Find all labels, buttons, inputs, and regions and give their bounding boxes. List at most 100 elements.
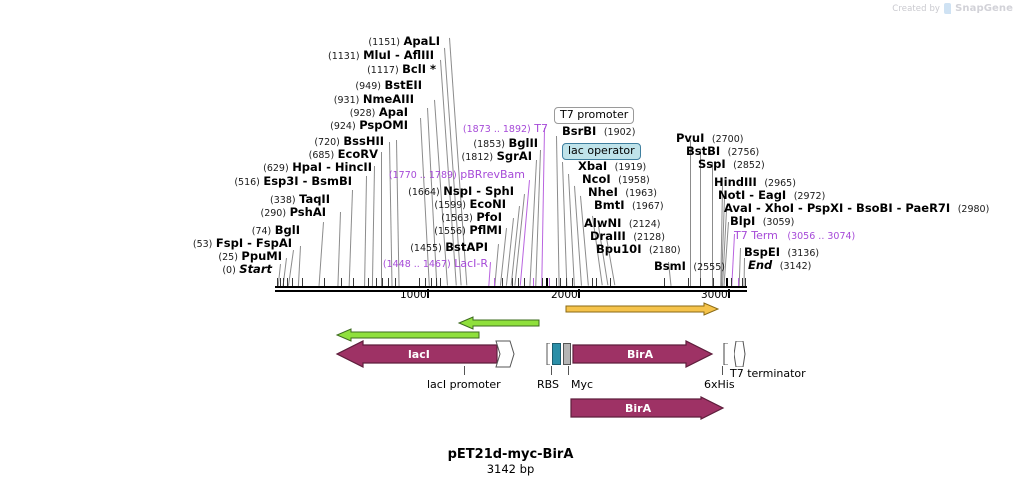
enzyme-position: (338) <box>270 195 296 206</box>
enzyme-name: TaqII <box>299 192 330 206</box>
enzyme-name: BclI * <box>402 62 436 76</box>
ruler-tick-mark <box>578 289 580 298</box>
enzyme-name: PpuMI <box>241 249 282 263</box>
enzyme-position: (3142) <box>779 261 812 272</box>
enzyme-position: (53) <box>192 239 213 250</box>
enzyme-name: ApaI <box>378 105 408 119</box>
enzyme-label: (1556) PflMI <box>326 223 502 237</box>
enzyme-name: AvaI - XhoI - PspXI - BsoBI - PaeR7I <box>724 201 951 215</box>
enzyme-label-end: End (3142) <box>748 259 812 272</box>
enzyme-label: (720) BssHII <box>160 134 384 148</box>
enzyme-name: Start <box>239 262 272 276</box>
feature-bracket-left <box>546 342 551 369</box>
enzyme-label: (928) ApaI <box>190 105 408 119</box>
enzyme-position: (1563) <box>441 213 473 224</box>
feature-box-lac-operator: lac operator <box>562 143 641 160</box>
enzyme-label: (290) PshAI <box>126 206 326 219</box>
enzyme-name: DraIII <box>590 229 626 243</box>
enzyme-label: PvuI (2700) <box>676 132 744 145</box>
enzyme-label: (949) BstEII <box>190 78 422 92</box>
enzyme-position: (720) <box>314 137 340 148</box>
feature-label-pbrrevbam: (1770 .. 1789) pBRrevBam <box>300 169 525 181</box>
enzyme-position: (2128) <box>633 232 665 243</box>
enzyme-name: BstEII <box>384 78 422 92</box>
feature-box-t7-promoter: T7 promoter <box>554 107 635 124</box>
feature-box-rbs <box>552 343 561 369</box>
enzyme-position: (1967) <box>632 201 664 212</box>
enzyme-name: PspOMI <box>359 118 408 132</box>
enzyme-position: (685) <box>308 150 335 161</box>
primer-arrow-t7 <box>565 302 720 316</box>
enzyme-name: NspI - SphI <box>443 184 514 198</box>
enzyme-position: (1812) <box>461 152 494 163</box>
feature-arrow-label: lacI <box>408 348 430 361</box>
feature-arrow-lacI <box>335 340 498 368</box>
enzyme-label: XbaI (1919) <box>578 159 646 173</box>
feature-label-myc: Myc <box>571 378 594 391</box>
feature-promoter-lacI <box>495 340 515 368</box>
plasmid-backbone-top <box>275 286 747 288</box>
ruler-tick-label: 2000 <box>551 289 578 301</box>
enzyme-label: (338) TaqII <box>130 192 330 206</box>
enzyme-label: SspI (2852) <box>698 158 765 171</box>
enzyme-position: (1664) <box>408 187 440 198</box>
feature-label-laci-r: (1448 .. 1467) LacI-R <box>300 258 488 270</box>
ruler-tick-mark <box>728 289 730 298</box>
enzyme-label: (1853) BglII <box>390 137 538 150</box>
enzyme-label: NcoI (1958) <box>582 172 650 186</box>
enzyme-label: BmtI (1967) <box>594 198 664 212</box>
enzyme-position: (74) <box>251 226 272 237</box>
enzyme-label: (74) BglI <box>110 224 300 237</box>
enzyme-name: PfoI <box>476 210 502 224</box>
enzyme-name: PflMI <box>469 223 502 237</box>
enzyme-label: (931) NmeAIII <box>174 93 414 106</box>
enzyme-label: (516) Esp3I - BsmBI <box>120 175 352 188</box>
enzyme-name: XbaI <box>578 159 608 173</box>
enzyme-position: (2965) <box>764 178 796 189</box>
enzyme-label: (1131) MluI - AflIII <box>180 49 434 62</box>
enzyme-label: BlpI (3059) <box>730 215 795 228</box>
enzyme-name: NcoI <box>582 172 611 186</box>
feature-name: pBRrevBam <box>460 168 525 181</box>
enzyme-name: ApaLI <box>403 34 441 48</box>
enzyme-label: (1599) EcoNI <box>330 198 506 211</box>
enzyme-position: (2700) <box>711 134 744 145</box>
feature-name: LacI-R <box>454 257 488 270</box>
snapgene-logo-icon <box>944 3 952 14</box>
enzyme-name: BstAPI <box>445 240 488 254</box>
enzyme-name: BsrBI <box>562 124 597 138</box>
feature-arrow-BirA <box>572 340 714 368</box>
enzyme-position: (949) <box>355 81 381 92</box>
enzyme-position: (2756) <box>727 147 760 158</box>
feature-label-6xhis: 6xHis <box>704 378 735 391</box>
enzyme-label: NheI (1963) <box>588 186 657 199</box>
enzyme-name: BspEI <box>744 245 780 259</box>
enzyme-label: BstBI (2756) <box>686 145 760 158</box>
snapgene-watermark: Created by SnapGene <box>892 3 1013 14</box>
enzyme-label: (1151) ApaLI <box>200 34 441 48</box>
enzyme-position: (3059) <box>762 217 795 228</box>
primer-arrow-pbrrevbam <box>457 316 540 330</box>
enzyme-name: NotI - EagI <box>718 188 787 202</box>
enzyme-name: HindIII <box>714 175 757 189</box>
feature-box-label: lac operator <box>568 144 635 157</box>
enzyme-position: (931) <box>333 95 360 106</box>
enzyme-label: (1117) BclI * <box>190 62 436 76</box>
enzyme-position: (924) <box>330 121 356 132</box>
enzyme-position: (2180) <box>648 245 681 256</box>
feature-label-t7-term: T7 Term (3056 .. 3074) <box>734 230 855 242</box>
watermark-brand: SnapGene <box>955 3 1013 14</box>
enzyme-position: (1902) <box>603 127 636 138</box>
enzyme-name: BssHII <box>343 134 384 148</box>
enzyme-position: (2852) <box>733 160 765 171</box>
enzyme-name: BmtI <box>594 198 625 212</box>
feature-tick <box>568 366 569 375</box>
enzyme-position: (1556) <box>434 226 466 237</box>
feature-arrow-BirA-orf <box>570 396 725 420</box>
feature-name: T7 Term <box>734 229 778 242</box>
enzyme-position: (1131) <box>328 51 360 62</box>
enzyme-label: HindIII (2965) <box>714 175 796 189</box>
enzyme-label: (25) PpuMI <box>60 249 282 263</box>
watermark-created-by: Created by <box>892 3 941 14</box>
feature-name: T7 <box>534 122 548 135</box>
